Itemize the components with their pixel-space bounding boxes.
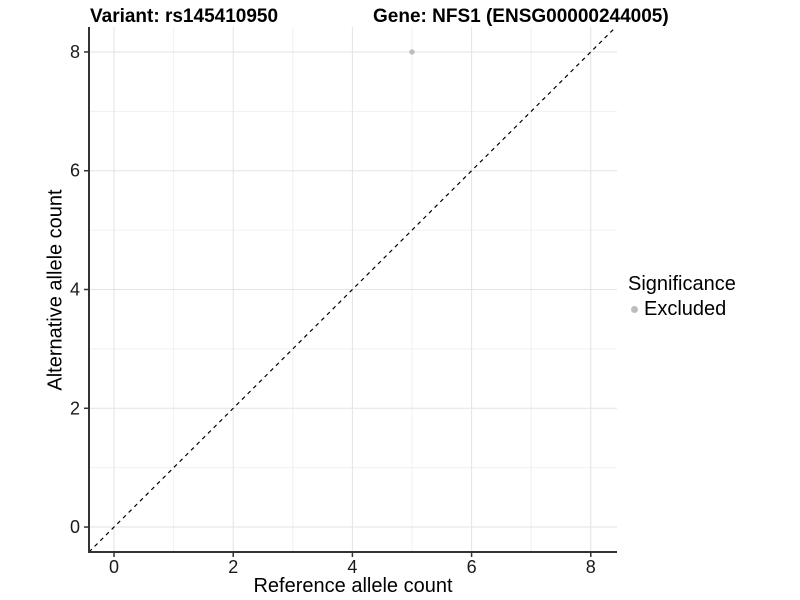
data-point <box>409 49 415 55</box>
legend-point-icon <box>631 306 638 313</box>
legend: Significance Excluded <box>628 273 736 321</box>
y-axis-title: Alternative allele count <box>44 189 67 391</box>
x-tick-label: 6 <box>467 557 477 577</box>
y-tick-label: 4 <box>70 280 80 300</box>
x-tick-label: 8 <box>586 557 596 577</box>
legend-item-excluded: Excluded <box>628 298 736 321</box>
x-tick-label: 2 <box>228 557 238 577</box>
y-tick-label: 2 <box>70 398 80 418</box>
x-tick-label: 0 <box>109 557 119 577</box>
y-tick-label: 8 <box>70 42 80 62</box>
x-axis-title: Reference allele count <box>253 575 453 597</box>
identity-line <box>88 26 617 553</box>
x-tick-label: 4 <box>347 557 357 577</box>
legend-title: Significance <box>628 273 736 295</box>
plot-title-gene: Gene: NFS1 (ENSG00000244005) <box>373 6 669 27</box>
y-tick-label: 6 <box>70 161 80 181</box>
y-tick-label: 0 <box>70 517 80 537</box>
plot-title-variant: Variant: rs145410950 <box>90 6 279 27</box>
legend-item-label: Excluded <box>644 298 727 320</box>
